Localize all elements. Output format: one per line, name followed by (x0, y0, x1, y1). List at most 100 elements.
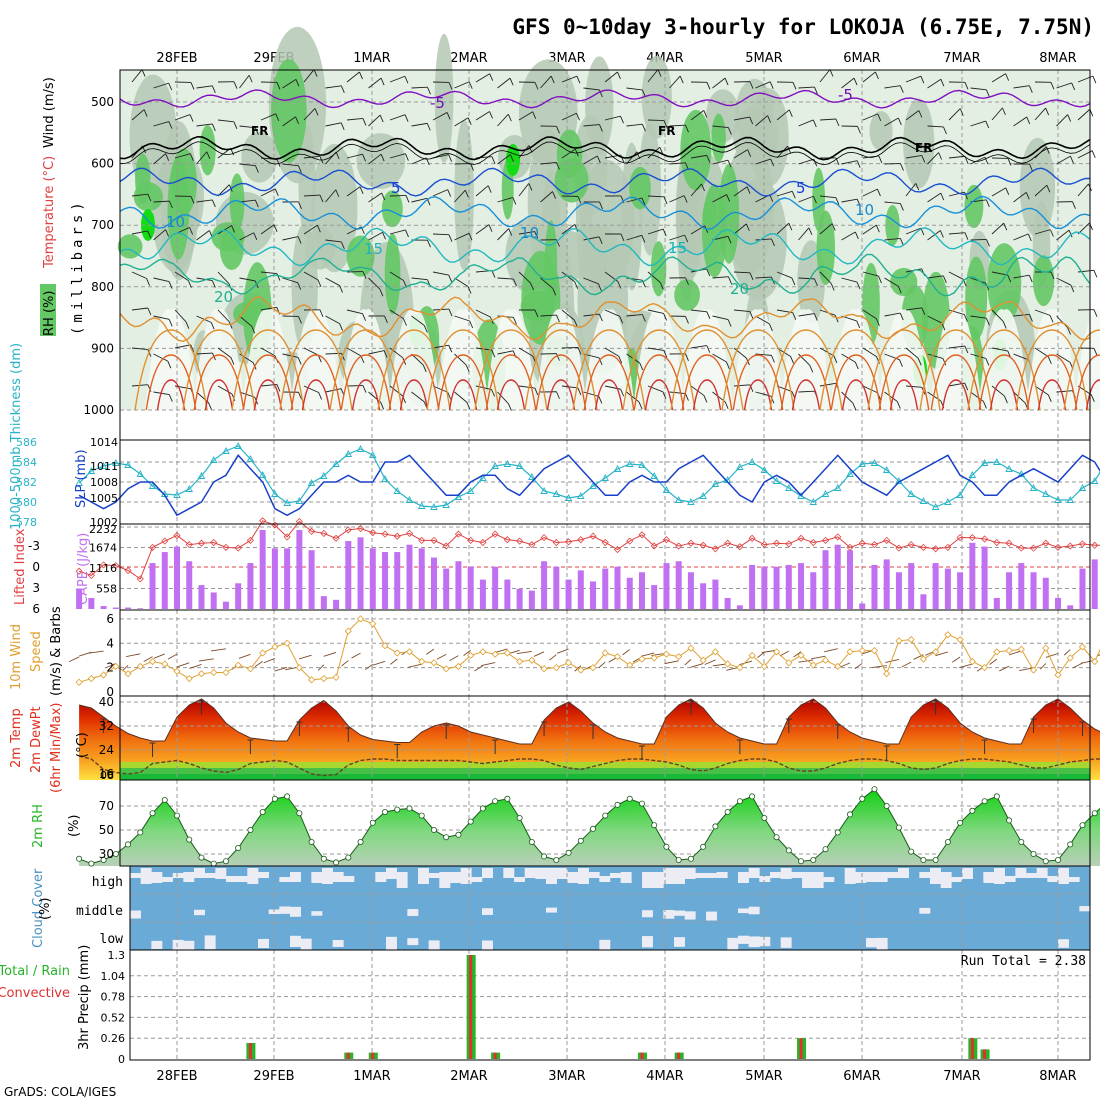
wind-barb (497, 154, 511, 165)
wind-barb (487, 185, 492, 193)
wind-barb (583, 124, 600, 127)
cloud-gap (706, 873, 717, 878)
lifted-index-point (650, 542, 658, 550)
wind-barb (725, 361, 730, 370)
wind-barb (380, 154, 385, 162)
wind-barb (728, 127, 732, 135)
lifted-index-point (185, 541, 193, 549)
thickness-point (1029, 484, 1038, 491)
slp-line (78, 454, 1100, 517)
rh-point (296, 810, 303, 817)
date-label: 7MAR (943, 51, 980, 66)
cloud-gap (1026, 873, 1037, 878)
wind-barb (299, 654, 312, 660)
wind-speed-point (234, 661, 242, 669)
cape-bar (504, 579, 511, 609)
lifted-index-point (418, 536, 426, 544)
wind-barb (669, 195, 685, 203)
wind-barb (798, 158, 814, 165)
cloud-gap (183, 940, 195, 953)
cloud-gap (130, 873, 141, 878)
cloud-gap (258, 938, 269, 949)
wind-barb (574, 281, 579, 289)
wind-barb (454, 189, 466, 203)
wind-barb (641, 123, 646, 132)
wind-speed-point (516, 657, 524, 666)
wind-barb (884, 201, 901, 204)
wind-barb (639, 362, 644, 371)
thickness-point (699, 492, 707, 499)
wind-barb (767, 115, 772, 123)
cloud-gap (290, 872, 301, 882)
wind-barb (1067, 327, 1072, 335)
cloud-gap (151, 872, 163, 883)
wind-barb (153, 82, 169, 89)
wind-speed-point (846, 648, 854, 656)
cloud-gap (450, 872, 461, 883)
wind-barb (1056, 82, 1072, 89)
wind-barb (362, 154, 366, 162)
wind-barb (318, 392, 323, 400)
wind-barb (940, 79, 945, 87)
lifted-index-point (503, 536, 511, 544)
wind-barb (210, 322, 215, 330)
wind-barb (1093, 348, 1098, 356)
cloud-gap (247, 868, 259, 884)
wind-barb (617, 71, 621, 80)
lifted-index-point (932, 545, 940, 553)
y-tick-label: 24 (99, 743, 114, 757)
wind-barb (153, 229, 166, 241)
wind-barb (390, 658, 398, 665)
cape-bar (736, 605, 743, 609)
cape-bar (345, 541, 352, 609)
cape-bar (137, 608, 144, 609)
date-label: 6MAR (843, 1069, 880, 1084)
lifted-index-point (724, 539, 732, 547)
wind-speed-point (932, 648, 940, 656)
wind-barb (319, 309, 324, 318)
thickness-point (479, 474, 487, 481)
isotherm-label: 10 (166, 213, 185, 231)
wind-barb (755, 353, 772, 356)
cape-bar (1006, 572, 1013, 609)
wind-barb (915, 183, 920, 191)
rh-point (479, 805, 486, 812)
isotherm (119, 167, 1090, 197)
date-label: 8MAR (1039, 51, 1076, 66)
rh-shade (680, 109, 712, 191)
wind-barb (335, 151, 340, 160)
cloud-gap (471, 877, 483, 882)
wind-barb (463, 649, 471, 656)
cloud-level-low: low (100, 932, 124, 947)
wind-barb (1029, 314, 1033, 322)
lifted-index-point (919, 543, 927, 551)
wind-barb (168, 121, 173, 129)
isotherm (670, 329, 744, 411)
wind-barb (540, 191, 553, 203)
wind-barb (989, 658, 998, 665)
wind-barb (282, 163, 299, 167)
precip-convective-bar (248, 1043, 252, 1059)
wind-barb (798, 227, 810, 241)
wind-barb (703, 395, 708, 403)
rh-shade (346, 235, 375, 277)
wind-speed-point (981, 664, 989, 672)
cloud-gap (1047, 876, 1059, 882)
wind-speed-point (1066, 654, 1074, 662)
rh-shade (544, 220, 558, 308)
cape-li-panel: Lifted Index CAPE (J/kg) -3 0 3 6 2232 1674 11… (13, 517, 1100, 616)
wind-barb (238, 653, 251, 659)
isotherm (351, 379, 381, 411)
wind-barb (927, 275, 944, 279)
wind-barb (165, 229, 170, 237)
wind-barb (685, 277, 689, 285)
temp-band (120, 774, 1090, 782)
wind-barb (733, 116, 750, 121)
wind-barb (948, 108, 961, 121)
cape-bar (210, 592, 217, 609)
rh-shade (681, 309, 733, 410)
wind-barb (131, 347, 148, 351)
cape-bar (235, 583, 242, 609)
wind-barb (210, 648, 227, 652)
